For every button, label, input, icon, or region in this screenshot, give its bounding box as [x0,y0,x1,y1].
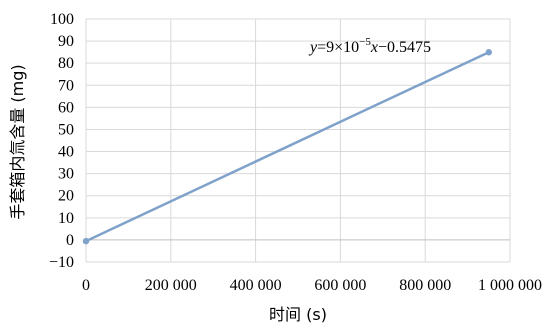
y-tick-label: 10 [58,210,74,227]
trendline-equation: y=9×10−5x−0.5475 [308,36,431,56]
x-axis-title: 时间 (s) [269,305,327,324]
y-tick-label: 70 [58,77,74,94]
equation-exponent: −5 [359,36,371,48]
equation-y: y [308,39,318,56]
x-tick-label: 1 000 000 [478,277,542,294]
grid [85,18,511,263]
y-tick-label: 20 [58,188,74,205]
data-point [82,237,90,245]
data-point [485,49,492,56]
y-axis-title: 手套箱内氚含量 (mg) [8,64,27,219]
y-tick-label: 0 [66,232,74,249]
equation-coefficient: =9×10 [317,39,359,56]
x-tick-label: 200 000 [145,277,197,294]
series-line [85,51,490,243]
x-tick-label: 600 000 [314,277,366,294]
y-tick-label: 40 [58,144,74,161]
tick-labels: −10 0 10 20 30 40 50 60 70 80 90 100 0 200 000 400 000… [49,11,542,294]
x-tick-label: 0 [82,277,90,294]
x-tick-label: 800 000 [399,277,451,294]
series [82,49,492,245]
y-tick-label: 60 [58,99,74,116]
equation-intercept: −0.5475 [378,39,431,56]
y-tick-label: 100 [50,11,74,28]
y-tick-label: 30 [58,166,74,183]
y-tick-label: −10 [49,254,74,271]
y-tick-label: 80 [58,55,74,72]
equation-x: x [370,39,378,56]
x-tick-label: 400 000 [230,277,282,294]
y-tick-label: 50 [58,121,74,138]
y-tick-label: 90 [58,33,74,50]
